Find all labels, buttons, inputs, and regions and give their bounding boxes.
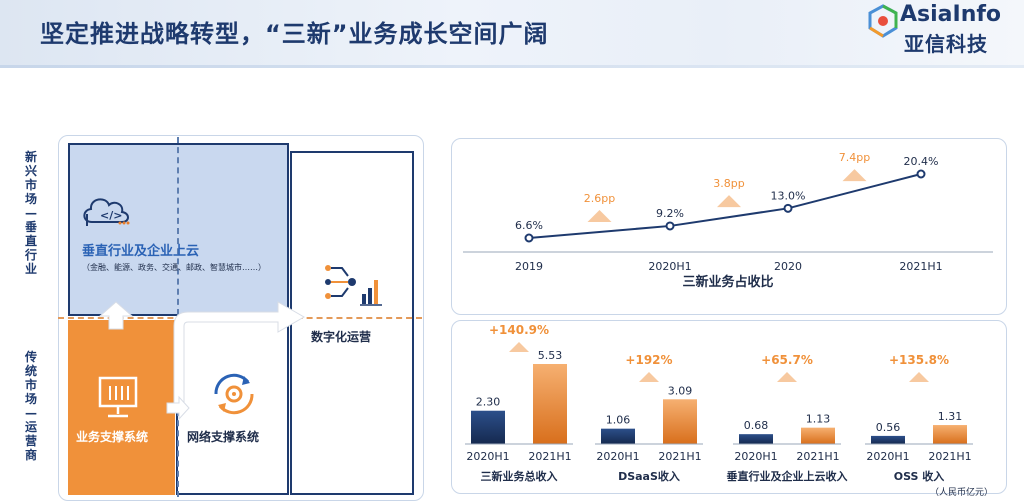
bar-x-tick: 2020H1: [866, 450, 909, 463]
bar-group-title: OSS 收入: [894, 469, 945, 483]
bar-value-label: 0.68: [744, 419, 769, 432]
increase-arrow-icon: [909, 372, 929, 382]
revenue-bar: [471, 410, 505, 444]
digital-ops-box: [290, 151, 414, 495]
svg-text:</>: </>: [100, 209, 122, 222]
bar-group-title: 垂直行业及企业上云收入: [727, 469, 848, 483]
bar-value-label: 0.56: [876, 421, 901, 434]
arrow-up-icon: [98, 301, 134, 330]
ratio-point: [524, 233, 534, 243]
bar-group: 0.68 2020H1 1.13 2021H1 +65.7% 垂直行业及企业上云收入: [727, 353, 848, 483]
increment-label: 7.4pp: [839, 151, 870, 164]
logo-text-en: AsiaInfo: [900, 2, 1002, 27]
bar-x-tick: 2021H1: [796, 450, 839, 463]
logo-text-cn: 亚信科技: [904, 32, 988, 56]
network-support-label: 网络支撑系统: [187, 430, 260, 444]
growth-label: +135.8%: [889, 353, 949, 367]
bar-group: 1.06 2020H1 3.09 2021H1 +192% DSaaS收入: [595, 353, 703, 483]
bar-value-label: 2.30: [476, 396, 501, 409]
revenue-ratio-line-chart: 6.6% 2019 9.2% 2020H1 13.0% 2020 20.4% 2021H1 2.…: [463, 151, 993, 290]
revenue-bar: [533, 364, 567, 444]
increase-arrow-icon: [777, 372, 797, 382]
revenue-bar: [663, 399, 697, 444]
increase-arrow-icon: [509, 342, 529, 352]
increase-arrow-icon: [842, 169, 867, 182]
growth-label: +140.9%: [489, 323, 549, 337]
revenue-bar: [801, 427, 835, 444]
revenue-bar: [871, 435, 905, 444]
bar-x-tick: 2021H1: [658, 450, 701, 463]
bar-group: 2.30 2020H1 5.53 2021H1 +140.9% 三新业务总收入: [465, 323, 573, 483]
bar-x-tick: 2021H1: [928, 450, 971, 463]
cloud-code-icon: </>: [83, 198, 130, 226]
ratio-x-tick: 2021H1: [899, 260, 942, 273]
revenue-bar: [601, 428, 635, 444]
bar-value-label: 1.13: [806, 413, 831, 426]
unit-note: （人民币亿元）: [930, 488, 994, 498]
digital-ops-label: 数字化运营: [311, 330, 372, 344]
ratio-value-label: 13.0%: [771, 189, 806, 202]
biz-support-label: 业务支撑系统: [76, 430, 149, 444]
increment-label: 2.6pp: [584, 192, 615, 205]
ratio-x-tick: 2020: [774, 260, 802, 273]
ratio-chart-title: 三新业务占收比: [682, 274, 773, 290]
ratio-chart-panel: [451, 138, 1007, 315]
bar-x-tick: 2020H1: [734, 450, 777, 463]
increment-label: 3.8pp: [713, 177, 744, 190]
ratio-value-label: 9.2%: [656, 207, 684, 220]
ratio-x-tick: 2019: [515, 260, 543, 273]
bar-x-tick: 2020H1: [596, 450, 639, 463]
bar-value-label: 5.53: [538, 349, 563, 362]
header-banner: [0, 0, 1024, 68]
revenue-bar-charts: 2.30 2020H1 5.53 2021H1 +140.9% 三新业务总收入 1.06 20…: [465, 323, 973, 483]
page-title: 坚定推进战略转型，“三新”业务成长空间广阔: [40, 20, 549, 48]
growth-label: +65.7%: [761, 353, 813, 367]
biz-support-box: [68, 320, 175, 495]
ratio-point: [916, 169, 926, 179]
bar-group: 0.56 2020H1 1.31 2021H1 +135.8% OSS 收入: [865, 353, 973, 483]
vertical-industry-title: 垂直行业及企业上云: [82, 244, 200, 259]
ratio-x-tick: 2020H1: [648, 260, 691, 273]
gear-cycle-icon: [214, 373, 254, 415]
increase-arrow-icon: [587, 209, 612, 222]
arrow-right-icon: [166, 395, 190, 421]
ratio-point: [665, 221, 675, 231]
ratio-series-line: [528, 173, 922, 239]
label-new-market: 新兴市场—垂直行业: [24, 150, 37, 276]
bar-value-label: 3.09: [668, 384, 693, 397]
bar-group-title: DSaaS收入: [618, 469, 680, 483]
ratio-value-label: 20.4%: [904, 155, 939, 168]
monitor-icon: [98, 376, 138, 418]
increase-arrow-icon: [717, 195, 741, 208]
ratio-value-label: 6.6%: [515, 219, 543, 232]
bar-x-tick: 2020H1: [466, 450, 509, 463]
bar-x-tick: 2021H1: [528, 450, 571, 463]
growth-label: +192%: [625, 353, 672, 367]
bar-value-label: 1.31: [938, 410, 963, 423]
bar-value-label: 1.06: [606, 414, 631, 427]
ratio-point: [783, 203, 793, 213]
asiainfo-logo-icon: [868, 4, 898, 38]
data-analytics-icon: [325, 265, 382, 306]
arrow-to-digital-icon: [173, 301, 306, 411]
increase-arrow-icon: [639, 372, 659, 382]
label-traditional-market: 传统市场—运营商: [24, 350, 37, 462]
revenue-bar: [933, 425, 967, 444]
vertical-industry-subtitle: （金融、能源、政务、交通、邮政、智慧城市……）: [82, 263, 266, 272]
revenue-bar: [739, 434, 773, 444]
bar-group-title: 三新业务总收入: [481, 469, 558, 483]
